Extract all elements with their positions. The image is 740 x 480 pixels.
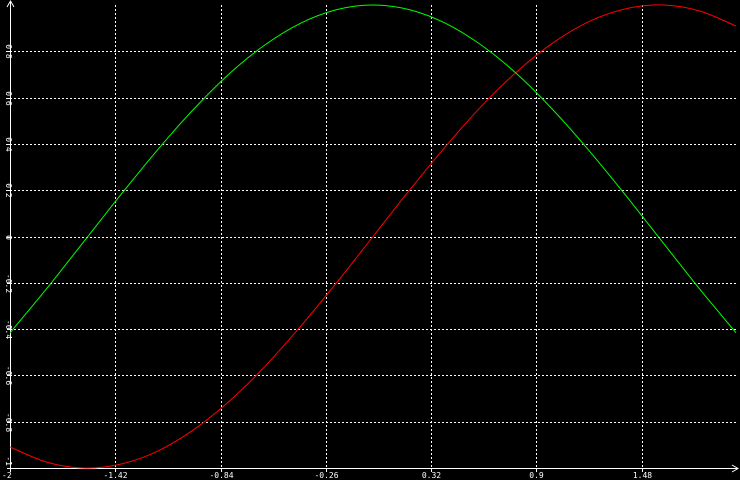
x-tick-label: 0.32 [422,471,441,480]
x-tick-label: 0.9 [529,471,544,480]
x-tick-label: 1.48 [633,471,652,480]
tick-labels: -2 -1.42 -0.84 -0.26 0.32 0.9 1.48 -1 -0.8 -0.6 -0… [2,44,652,480]
x-axis-arrow [731,464,739,473]
x-tick-label: -2 [2,471,12,480]
y-tick-label: -0.2 [4,274,13,293]
y-tick-label: -0.6 [4,366,13,385]
x-tick-label: -0.84 [209,471,233,480]
y-tick-label: 0 [4,235,13,240]
y-tick-label: 0.2 [4,183,13,198]
series-lines [9,4,737,469]
y-tick-label: 0.4 [4,137,13,152]
y-tick-label: -0.8 [4,413,13,432]
y-tick-label: -0.4 [4,320,13,339]
x-tick-label: -1.42 [103,471,127,480]
axes [6,0,739,473]
x-tick-label: -0.26 [314,471,338,480]
grid-lines [10,5,736,468]
y-axis-arrow [6,0,15,8]
series-line-1 [9,4,737,469]
y-tick-label: -1 [4,456,13,466]
y-tick-label: 0.6 [4,91,13,106]
y-tick-label: 0.8 [4,44,13,59]
series-line-2 [9,4,737,334]
